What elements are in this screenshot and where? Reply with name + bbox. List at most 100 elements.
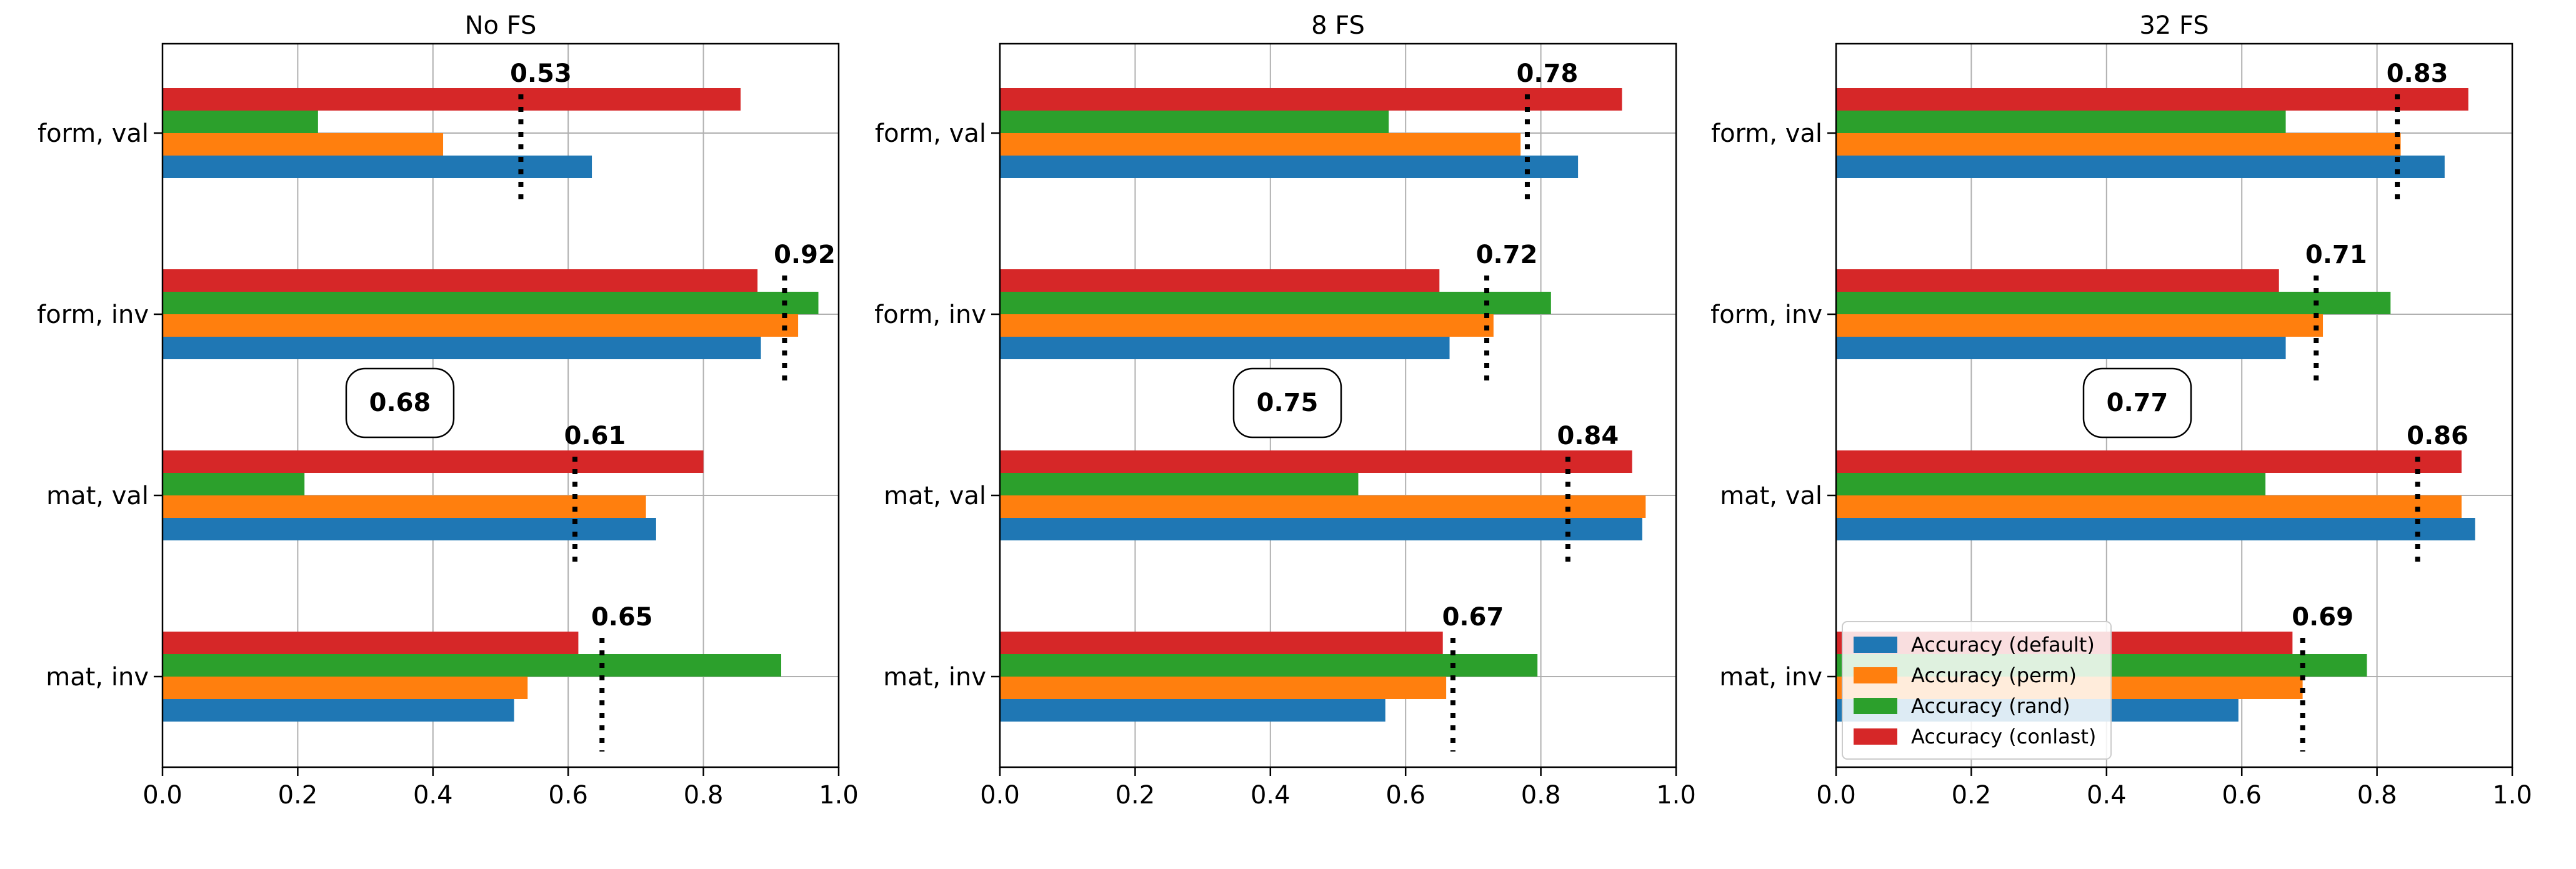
x-tick-label: 0.6 <box>548 781 588 810</box>
category-mark-label: 0.86 <box>2407 422 2469 450</box>
bar-accuracy-default <box>1000 699 1385 722</box>
bar-accuracy-default <box>162 699 514 722</box>
bar-accuracy-conlast <box>162 269 758 292</box>
x-tick-label: 0.4 <box>2087 781 2127 810</box>
bar-accuracy-conlast <box>162 88 741 111</box>
x-tick-label: 0.2 <box>1116 781 1156 810</box>
bar-accuracy-default <box>162 337 761 359</box>
bar-accuracy-perm <box>1000 495 1646 518</box>
x-tick-label: 0.6 <box>2222 781 2262 810</box>
average-label: 0.68 <box>369 389 431 417</box>
y-tick-label: mat, val <box>1720 482 1822 510</box>
x-tick-label: 0.0 <box>142 781 182 810</box>
bar-accuracy-conlast <box>1836 450 2462 473</box>
category-mark-label: 0.65 <box>591 603 653 632</box>
legend-swatch <box>1854 667 1897 683</box>
panel-title: 32 FS <box>2139 11 2209 40</box>
bar-accuracy-rand <box>1000 111 1389 133</box>
bar-accuracy-perm <box>1836 133 2401 156</box>
legend-swatch <box>1854 728 1897 745</box>
plot-frame <box>161 42 840 768</box>
bar-accuracy-perm <box>162 314 799 337</box>
x-tick-label: 0.0 <box>1816 781 1856 810</box>
bar-accuracy-perm <box>162 677 528 699</box>
y-tick-label: form, val <box>1711 119 1822 148</box>
bar-accuracy-perm <box>1000 677 1447 699</box>
x-tick-label: 1.0 <box>819 781 859 810</box>
bar-accuracy-conlast <box>1000 88 1622 111</box>
bar-accuracy-rand <box>1000 292 1551 314</box>
bar-accuracy-rand <box>162 654 782 677</box>
bar-accuracy-conlast <box>162 632 579 654</box>
average-box <box>1232 367 1342 439</box>
x-tick-label: 1.0 <box>2492 781 2532 810</box>
legend-swatch <box>1854 698 1897 714</box>
plot-frame <box>1835 42 2514 768</box>
bar-accuracy-rand <box>1000 654 1538 677</box>
category-mark-label: 0.71 <box>2305 241 2367 269</box>
y-tick-label: mat, inv <box>46 663 149 692</box>
y-tick-label: form, val <box>875 119 986 148</box>
category-mark-label: 0.92 <box>774 241 836 269</box>
bar-accuracy-rand <box>162 292 819 314</box>
category-mark-label: 0.72 <box>1476 241 1538 269</box>
bar-accuracy-default <box>1000 156 1579 178</box>
bar-accuracy-perm <box>1836 314 2324 337</box>
bar-accuracy-rand <box>1836 111 2286 133</box>
panel-title: 8 FS <box>1311 11 1365 40</box>
y-tick-label: form, inv <box>37 300 149 329</box>
x-tick-label: 0.8 <box>1521 781 1561 810</box>
y-tick-label: mat, val <box>884 482 986 510</box>
bar-accuracy-rand <box>1836 292 2391 314</box>
y-tick-label: mat, inv <box>883 663 986 692</box>
average-label: 0.75 <box>1257 389 1319 417</box>
legend-entry-label: Accuracy (rand) <box>1911 694 2070 718</box>
y-tick-label: mat, inv <box>1719 663 1822 692</box>
bar-accuracy-conlast <box>1836 88 2469 111</box>
bar-accuracy-default <box>1000 518 1642 540</box>
average-label: 0.77 <box>2107 389 2169 417</box>
bar-accuracy-default <box>1000 337 1450 359</box>
x-tick-label: 0.8 <box>684 781 724 810</box>
bar-accuracy-perm <box>162 495 646 518</box>
x-tick-label: 1.0 <box>1656 781 1696 810</box>
bar-accuracy-default <box>1836 518 2475 540</box>
plot-frame <box>999 42 1677 768</box>
x-tick-label: 0.2 <box>1952 781 1992 810</box>
x-tick-label: 0.4 <box>1251 781 1290 810</box>
x-tick-label: 0.8 <box>2357 781 2397 810</box>
bar-accuracy-rand <box>162 111 318 133</box>
bar-accuracy-rand <box>1000 473 1359 495</box>
category-mark-label: 0.83 <box>2387 59 2449 88</box>
bar-accuracy-conlast <box>1836 269 2279 292</box>
average-box <box>345 367 455 439</box>
category-mark-label: 0.69 <box>2292 603 2354 632</box>
x-tick-label: 0.2 <box>278 781 318 810</box>
legend-box <box>1842 621 2112 760</box>
bar-accuracy-conlast <box>1000 450 1632 473</box>
category-mark-label: 0.84 <box>1557 422 1619 450</box>
legend-swatch <box>1854 637 1897 653</box>
x-tick-label: 0.0 <box>980 781 1020 810</box>
legend-entry-label: Accuracy (conlast) <box>1911 725 2096 748</box>
x-tick-label: 0.4 <box>413 781 453 810</box>
bar-accuracy-default <box>162 518 656 540</box>
y-tick-label: form, inv <box>874 300 986 329</box>
bar-accuracy-default <box>162 156 592 178</box>
y-tick-label: mat, val <box>46 482 149 510</box>
bar-accuracy-rand <box>162 473 305 495</box>
bar-accuracy-perm <box>162 133 444 156</box>
average-box <box>2082 367 2192 439</box>
bar-accuracy-rand <box>1836 473 2266 495</box>
category-mark-label: 0.53 <box>510 59 572 88</box>
bar-accuracy-perm <box>1000 314 1494 337</box>
y-tick-label: form, inv <box>1710 300 1822 329</box>
category-mark-label: 0.67 <box>1442 603 1504 632</box>
legend-entry-label: Accuracy (perm) <box>1911 663 2077 687</box>
bar-accuracy-perm <box>1836 495 2462 518</box>
category-mark-label: 0.61 <box>564 422 626 450</box>
bar-accuracy-conlast <box>162 450 704 473</box>
y-tick-label: form, val <box>37 119 149 148</box>
bar-accuracy-conlast <box>1000 269 1440 292</box>
